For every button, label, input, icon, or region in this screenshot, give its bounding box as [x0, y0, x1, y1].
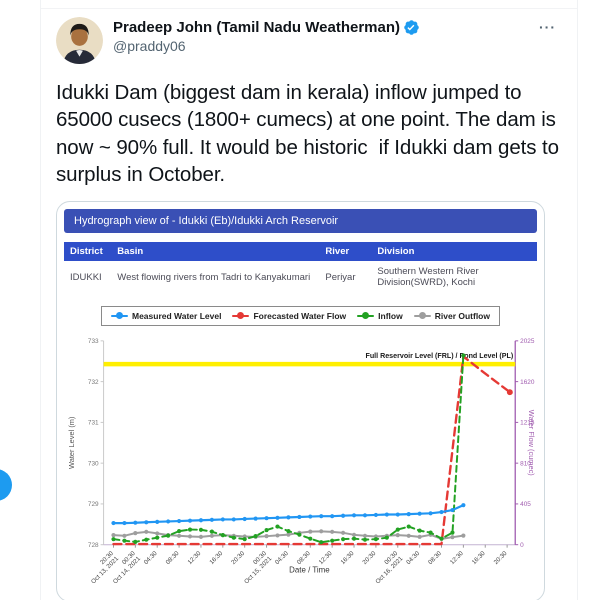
svg-text:729: 729 — [88, 501, 99, 508]
author-block: Pradeep John (Tamil Nadu Weatherman) @pr… — [113, 17, 420, 54]
svg-text:16:30: 16:30 — [471, 549, 487, 565]
svg-text:20:30: 20:30 — [493, 549, 509, 565]
tweet-body-text: Idukki Dam (biggest dam in kerala) inflo… — [56, 81, 565, 186]
svg-text:728: 728 — [88, 542, 99, 549]
floating-action-button[interactable] — [0, 469, 12, 501]
col-header-district: District — [64, 242, 112, 261]
svg-text:730: 730 — [88, 460, 99, 467]
svg-text:04:30: 04:30 — [405, 549, 421, 565]
svg-text:12:30: 12:30 — [449, 549, 465, 565]
svg-text:1215: 1215 — [520, 419, 535, 426]
legend-item-forecasted-water-flow: Forecasted Water Flow — [232, 311, 346, 321]
timeline-column: Pradeep John (Tamil Nadu Weatherman) @pr… — [40, 0, 578, 600]
author-name[interactable]: Pradeep John (Tamil Nadu Weatherman) — [113, 19, 420, 36]
svg-text:Water Flow (cumec): Water Flow (cumec) — [527, 410, 536, 476]
table-row: IDUKKI West flowing rivers from Tadri to… — [64, 261, 537, 295]
legend-marker-red-icon — [232, 312, 250, 320]
legend-item-inflow: Inflow — [357, 311, 403, 321]
media-card[interactable]: Hydrograph view of - Idukki (Eb)/Idukki … — [56, 201, 545, 600]
author-name-text: Pradeep John (Tamil Nadu Weatherman) — [113, 19, 400, 36]
svg-text:0: 0 — [520, 542, 524, 549]
cell-division: Southern Western River Division(SWRD), K… — [371, 261, 537, 295]
legend-item-river-outflow: River Outflow — [413, 310, 490, 321]
tweet-divider — [41, 8, 577, 9]
svg-text:Full Reservoir Level (FRL) / P: Full Reservoir Level (FRL) / Pond Level … — [365, 352, 513, 360]
legend-marker-gray-icon — [413, 312, 431, 320]
svg-text:12:30: 12:30 — [186, 549, 202, 565]
chart-legend: Measured Water Level Forecasted Water Fl… — [64, 304, 537, 326]
svg-text:731: 731 — [88, 419, 99, 426]
svg-text:Water Level (m): Water Level (m) — [67, 416, 76, 468]
col-header-river: River — [319, 242, 372, 261]
legend-label: River Outflow — [434, 310, 490, 321]
reservoir-info-table: District Basin River Division IDUKKI Wes… — [64, 242, 537, 295]
author-handle[interactable]: @praddy06 — [113, 38, 186, 54]
col-header-division: Division — [371, 242, 537, 261]
svg-text:12:30: 12:30 — [318, 549, 334, 565]
col-header-basin: Basin — [111, 242, 320, 261]
legend-label: Measured Water Level — [131, 310, 222, 321]
svg-text:405: 405 — [520, 501, 531, 508]
svg-text:20:30: 20:30 — [230, 549, 246, 565]
legend-marker-blue-icon — [110, 312, 128, 320]
svg-text:Date / Time: Date / Time — [289, 565, 330, 574]
legend-marker-green-icon — [357, 312, 375, 320]
legend-label: Inflow — [378, 310, 403, 321]
svg-text:732: 732 — [88, 379, 99, 386]
svg-text:20:30: 20:30 — [361, 549, 377, 565]
avatar[interactable] — [56, 17, 103, 64]
svg-text:16:30: 16:30 — [208, 549, 224, 565]
reservoir-table-head: District Basin River Division — [64, 242, 537, 261]
svg-text:04:30: 04:30 — [274, 549, 290, 565]
svg-text:1620: 1620 — [520, 379, 535, 386]
hydrograph-chart: 728 729 730 731 732 733 0 405 810 1215 1620 2025 20:… — [67, 338, 536, 585]
svg-text:04:30: 04:30 — [143, 549, 159, 565]
more-ellipsis-icon[interactable]: ··· — [539, 19, 556, 35]
legend-item-measured-water-level: Measured Water Level — [110, 310, 222, 321]
tweet-header: Pradeep John (Tamil Nadu Weatherman) @pr… — [56, 9, 562, 64]
cell-basin: West flowing rivers from Tadri to Kanyak… — [111, 261, 320, 295]
svg-text:733: 733 — [88, 338, 99, 345]
svg-text:08:30: 08:30 — [296, 549, 312, 565]
verified-badge-icon — [404, 20, 419, 35]
svg-text:08:30: 08:30 — [427, 549, 443, 565]
cell-river: Periyar — [319, 261, 372, 295]
svg-text:810: 810 — [520, 460, 531, 467]
avatar-photo — [56, 17, 103, 64]
svg-text:2025: 2025 — [520, 338, 535, 345]
cell-district: IDUKKI — [64, 261, 112, 295]
legend-label: Forecasted Water Flow — [253, 310, 347, 321]
hydrograph-banner-title: Hydrograph view of - Idukki (Eb)/Idukki … — [64, 209, 537, 233]
svg-text:08:30: 08:30 — [165, 549, 181, 565]
svg-text:16:30: 16:30 — [339, 549, 355, 565]
